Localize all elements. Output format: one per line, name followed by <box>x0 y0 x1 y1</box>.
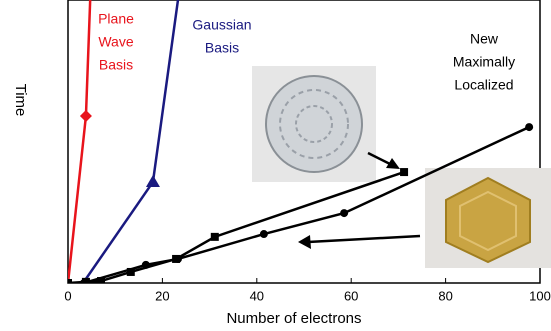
annotation: Localized <box>454 77 513 93</box>
x-axis-label: Number of electrons <box>226 310 361 327</box>
x-tick-label: 100 <box>529 288 551 303</box>
annotation: Gaussian <box>192 17 251 33</box>
point <box>260 230 268 238</box>
x-tick-label: 20 <box>155 288 169 303</box>
point <box>80 279 88 287</box>
point <box>525 123 533 131</box>
y-axis-label: Time <box>12 84 29 117</box>
point <box>146 175 160 187</box>
point <box>64 279 72 287</box>
annotation: Plane <box>98 11 134 27</box>
fullerene-image <box>252 66 376 182</box>
point <box>400 168 408 176</box>
annotation: Basis <box>99 57 133 73</box>
point <box>211 233 219 241</box>
x-tick-label: 40 <box>250 288 264 303</box>
x-tick-label: 80 <box>438 288 452 303</box>
annotation: Basis <box>205 40 239 56</box>
crystal-image <box>425 168 551 268</box>
point <box>340 209 348 217</box>
x-tick-label: 0 <box>64 288 71 303</box>
annotation: New <box>470 31 499 47</box>
annotation: Maximally <box>453 54 515 70</box>
series-line <box>68 0 90 283</box>
x-tick-label: 60 <box>344 288 358 303</box>
point <box>80 110 92 122</box>
point <box>142 261 150 269</box>
point <box>174 255 182 263</box>
series-line <box>68 172 404 283</box>
chart: Number of electrons Time 0 20 40 60 80 100 Pla… <box>0 0 551 331</box>
annotation: Wave <box>98 34 133 50</box>
